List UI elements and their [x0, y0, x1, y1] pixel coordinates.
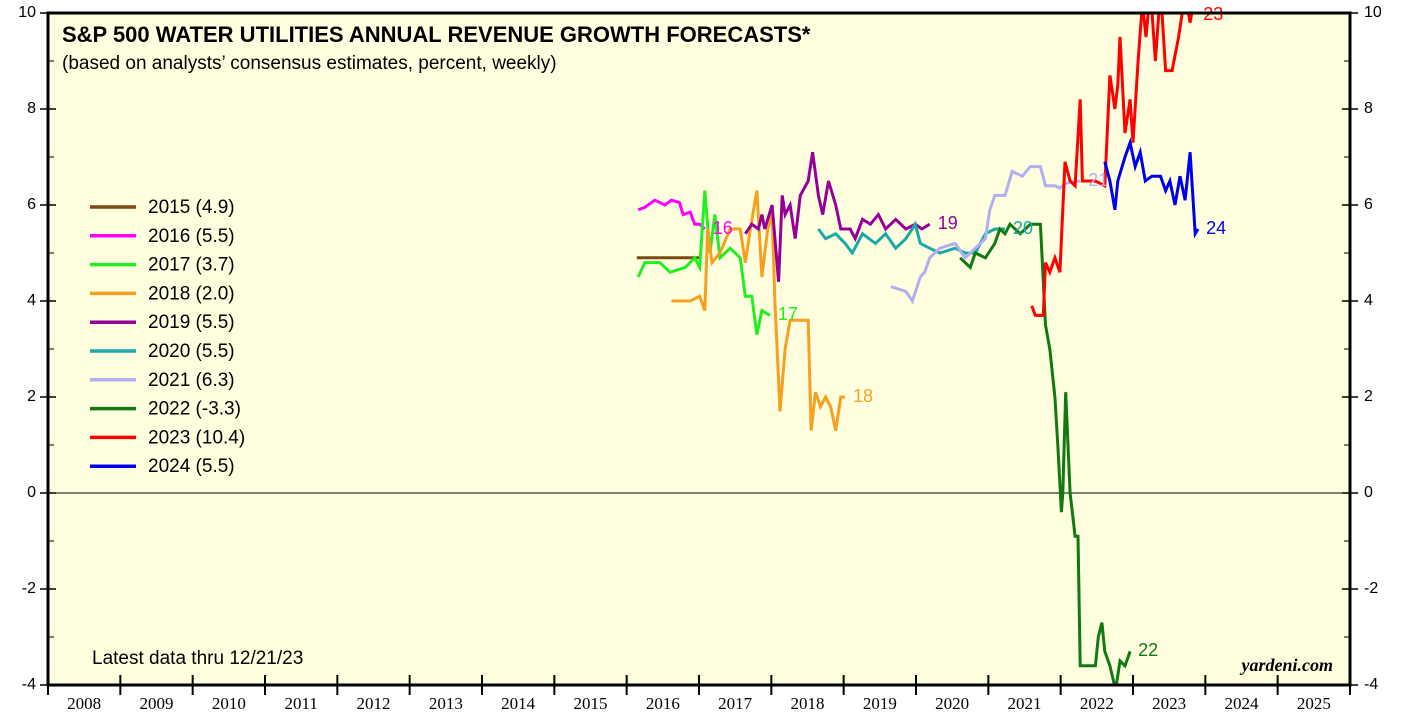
legend-label: 2024 (5.5) [148, 456, 235, 477]
series-line [817, 220, 1005, 256]
y-tick-label-right: 10 [1364, 4, 1382, 21]
x-tick-label: 2024 [1225, 694, 1260, 713]
series-line [1103, 137, 1200, 239]
x-tick-label: 2016 [646, 694, 680, 713]
series-line [636, 190, 771, 335]
plot-frame [46, 11, 1352, 687]
legend-label: 2023 (10.4) [148, 427, 245, 448]
x-tick-label: 2012 [357, 694, 391, 713]
y-tick-label-left: 4 [27, 292, 36, 309]
legend-label: 2021 (6.3) [148, 370, 235, 391]
legend-label: 2017 (3.7) [148, 255, 235, 276]
y-tick-label-left: 10 [18, 4, 36, 21]
chart-subtitle: (based on analysts’ consensus estimates,… [62, 53, 557, 74]
x-tick-label: 2010 [212, 694, 246, 713]
end-label: 21 [1088, 170, 1108, 190]
x-tick-label: 2009 [140, 694, 174, 713]
end-label: 16 [713, 218, 733, 238]
y-tick-label-left: 8 [27, 100, 36, 117]
y-tick-label-right: 0 [1364, 484, 1373, 501]
plot-area [48, 13, 1350, 685]
legend-label: 2019 (5.5) [148, 312, 235, 333]
legend-label: 2020 (5.5) [148, 341, 235, 362]
y-tick-label-left: 2 [27, 388, 36, 405]
x-tick-label: 2013 [429, 694, 463, 713]
y-tick-label-right: 2 [1364, 388, 1373, 405]
y-tick-label-left: -2 [22, 580, 36, 597]
latest-data-note: Latest data thru 12/21/23 [92, 648, 303, 669]
x-tick-label: 2018 [791, 694, 825, 713]
x-tick-label: 2008 [67, 694, 101, 713]
x-tick-label: 2020 [935, 694, 969, 713]
x-tick-label: 2022 [1080, 694, 1114, 713]
source-credit: yardeni.com [1240, 655, 1334, 675]
x-tick-label: 2021 [1008, 694, 1042, 713]
x-tick-label: 2015 [574, 694, 608, 713]
x-tick-label: 2017 [718, 694, 753, 713]
end-label: 20 [1013, 218, 1033, 238]
end-label: 19 [938, 213, 958, 233]
series-line [637, 198, 706, 231]
x-tick-label: 2025 [1297, 694, 1331, 713]
y-tick-label-left: 6 [27, 196, 36, 213]
end-label: 17 [778, 304, 798, 324]
legend-label: 2022 (-3.3) [148, 399, 241, 420]
y-tick-label-right: 8 [1364, 100, 1373, 117]
series-line [744, 151, 931, 282]
y-tick-label-right: 4 [1364, 292, 1373, 309]
series-line [959, 221, 1132, 685]
y-tick-label-right: 6 [1364, 196, 1373, 213]
y-tick-label-left: -4 [22, 676, 36, 693]
x-tick-label: 2011 [284, 694, 317, 713]
x-tick-label: 2023 [1152, 694, 1186, 713]
legend-label: 2015 (4.9) [148, 197, 235, 218]
end-label: 22 [1138, 640, 1158, 660]
end-label: 18 [853, 386, 873, 406]
end-label: 24 [1206, 218, 1226, 238]
y-tick-label-left: 0 [27, 484, 36, 501]
x-tick-label: 2019 [863, 694, 897, 713]
y-tick-label-right: -4 [1364, 676, 1378, 693]
series-line [1030, 13, 1194, 317]
legend-label: 2016 (5.5) [148, 226, 235, 247]
series-line [890, 165, 1081, 305]
legend-label: 2018 (2.0) [148, 283, 235, 304]
x-tick-label: 2014 [501, 694, 536, 713]
y-tick-label-right: -2 [1364, 580, 1378, 597]
chart-title: S&P 500 WATER UTILITIES ANNUAL REVENUE G… [62, 22, 811, 47]
